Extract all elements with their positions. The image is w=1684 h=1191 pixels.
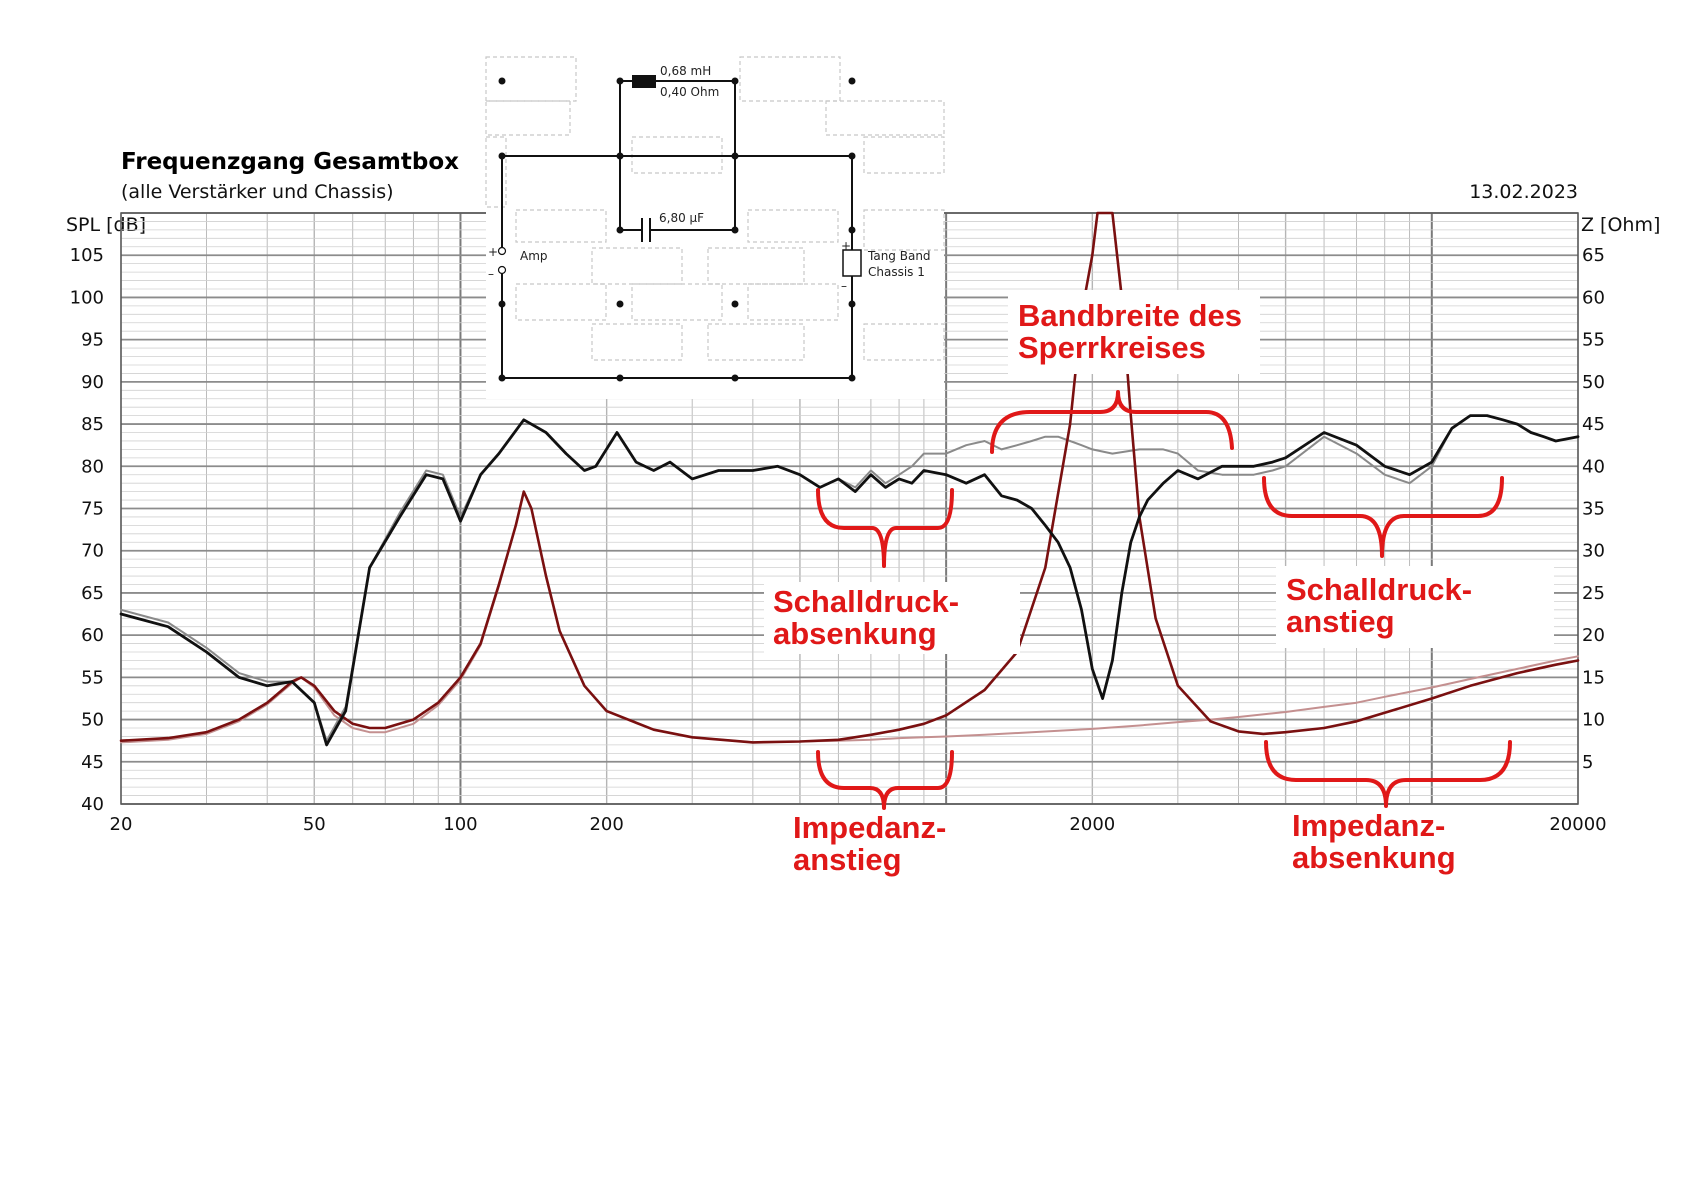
- annotation-box-schalldruck-absenkung: [764, 582, 1020, 654]
- y-left-tick-label: 55: [81, 667, 104, 688]
- amp-terminals: [497, 246, 507, 275]
- annotation-schalldruck-anstieg-line-1: Schalldruck-: [1286, 572, 1472, 607]
- annotation-impedanz-anstieg: Impedanz- anstieg: [793, 810, 955, 877]
- y-right-tick-label: 50: [1582, 372, 1605, 393]
- y-right-tick-label: 65: [1582, 245, 1605, 266]
- crossover-schematic: 0,68 mH 0,40 Ohm 6,80 µF Amp + – Tang Ba…: [485, 56, 945, 399]
- annotation-box-schalldruck-anstieg: [1276, 566, 1554, 648]
- capacitor-label: 6,80 µF: [659, 211, 704, 225]
- driver-icon: [842, 249, 862, 277]
- y-right-tick-label: 30: [1582, 541, 1605, 562]
- annotation-sperrkreis-line-1: Bandbreite des: [1018, 298, 1242, 333]
- amp-plus: +: [488, 245, 498, 259]
- y-left-tick-label: 90: [81, 372, 104, 393]
- driver-minus: –: [841, 279, 847, 293]
- annotation-schalldruck-absenkung: Schalldruck- absenkung: [773, 584, 968, 651]
- y-right-tick-label: 45: [1582, 414, 1605, 435]
- x-tick-label: 2000: [1069, 814, 1115, 835]
- y-left-tick-label: 75: [81, 499, 104, 520]
- brace-schalldruck-anstieg: [1262, 476, 1504, 558]
- schematic-background: [486, 57, 944, 399]
- x-tick-label: 20000: [1549, 814, 1606, 835]
- series-layer: [119, 211, 1580, 747]
- y-left-tick-label: 85: [81, 414, 104, 435]
- annotation-schalldruck-absenkung-line-2: absenkung: [773, 616, 937, 651]
- annotation-impedanz-absenkung-line-2: absenkung: [1292, 840, 1456, 875]
- schematic-wires: [501, 80, 853, 379]
- y-axis-right-title: Z [Ohm]: [1581, 214, 1660, 236]
- schematic-placeholder-grid: [485, 56, 945, 361]
- series-line-spl-with-filter: [119, 414, 1580, 747]
- y-axis-left-ticks: 40 45 50 55 60 65 70 75 80 85 90 95 100 105: [70, 245, 104, 815]
- y-left-tick-label: 70: [81, 541, 104, 562]
- annotation-schalldruck-anstieg: Schalldruck- anstieg: [1286, 572, 1481, 639]
- y-right-tick-label: 60: [1582, 287, 1605, 308]
- y-right-tick-label: 20: [1582, 625, 1605, 646]
- series-line-spl-without-filter: [120, 414, 1579, 742]
- annotation-impedanz-absenkung-line-1: Impedanz-: [1292, 808, 1445, 843]
- annotation-impedanz-anstieg-line-1: Impedanz-: [793, 810, 946, 845]
- annotation-box-sperrkreis: [1008, 290, 1260, 374]
- x-tick-label: 20: [110, 814, 133, 835]
- y-left-tick-label: 65: [81, 583, 104, 604]
- series-line-z-with-filter: [119, 211, 1580, 744]
- annotation-sperrkreis-line-2: Sperrkreises: [1018, 330, 1206, 365]
- chart-subtitle: (alle Verstärker und Chassis): [121, 181, 394, 203]
- y-right-tick-label: 15: [1582, 667, 1605, 688]
- capacitor-icon: [641, 218, 651, 242]
- y-left-tick-label: 40: [81, 794, 104, 815]
- inductor-label-2: 0,40 Ohm: [660, 85, 719, 99]
- brace-schalldruck-absenkung: [816, 488, 954, 568]
- y-left-tick-label: 50: [81, 710, 104, 731]
- annotation-sperrkreis: Bandbreite des Sperrkreises: [1018, 298, 1251, 365]
- annotation-impedanz-anstieg-line-2: anstieg: [793, 842, 902, 877]
- y-left-tick-label: 80: [81, 456, 104, 477]
- driver-label-1: Tang Band: [867, 249, 931, 263]
- y-axis-left-title: SPL [dB]: [66, 214, 146, 236]
- brace-impedanz-absenkung: [1264, 740, 1512, 808]
- inductor-label-1: 0,68 mH: [660, 64, 711, 78]
- y-left-tick-label: 100: [70, 287, 104, 308]
- y-right-tick-label: 55: [1582, 330, 1605, 351]
- annotation-schalldruck-absenkung-line-1: Schalldruck-: [773, 584, 959, 619]
- annotation-schalldruck-anstieg-line-2: anstieg: [1286, 604, 1395, 639]
- driver-plus: +: [841, 239, 851, 253]
- y-right-tick-label: 40: [1582, 456, 1605, 477]
- amp-label: Amp: [520, 249, 548, 263]
- inductor-icon: [632, 75, 656, 88]
- x-tick-label: 50: [303, 814, 326, 835]
- brace-impedanz-anstieg: [816, 750, 954, 810]
- y-right-tick-label: 10: [1582, 710, 1605, 731]
- y-left-tick-label: 60: [81, 625, 104, 646]
- schematic-junctions: [498, 77, 856, 382]
- y-left-tick-label: 95: [81, 330, 104, 351]
- chart-date: 13.02.2023: [1469, 181, 1578, 203]
- chart-title: Frequenzgang Gesamtbox: [121, 149, 459, 175]
- annotations: Bandbreite des Sperrkreises Schalldruck-…: [764, 290, 1554, 877]
- y-left-tick-label: 105: [70, 245, 104, 266]
- y-right-tick-label: 35: [1582, 499, 1605, 520]
- y-right-tick-label: 5: [1582, 752, 1593, 773]
- x-axis-ticks: 20 50 100 200 2000 20000: [110, 814, 1607, 835]
- amp-minus: –: [488, 267, 494, 281]
- x-tick-label: 200: [589, 814, 623, 835]
- x-tick-label: 100: [443, 814, 477, 835]
- y-axis-right-ticks: 5 10 15 20 25 30 35 40 45 50 55 60 65: [1582, 245, 1605, 773]
- brace-sperrkreis: [990, 390, 1234, 454]
- y-left-tick-label: 45: [81, 752, 104, 773]
- driver-label-2: Chassis 1: [868, 265, 925, 279]
- annotation-impedanz-absenkung: Impedanz- absenkung: [1292, 808, 1456, 875]
- y-right-tick-label: 25: [1582, 583, 1605, 604]
